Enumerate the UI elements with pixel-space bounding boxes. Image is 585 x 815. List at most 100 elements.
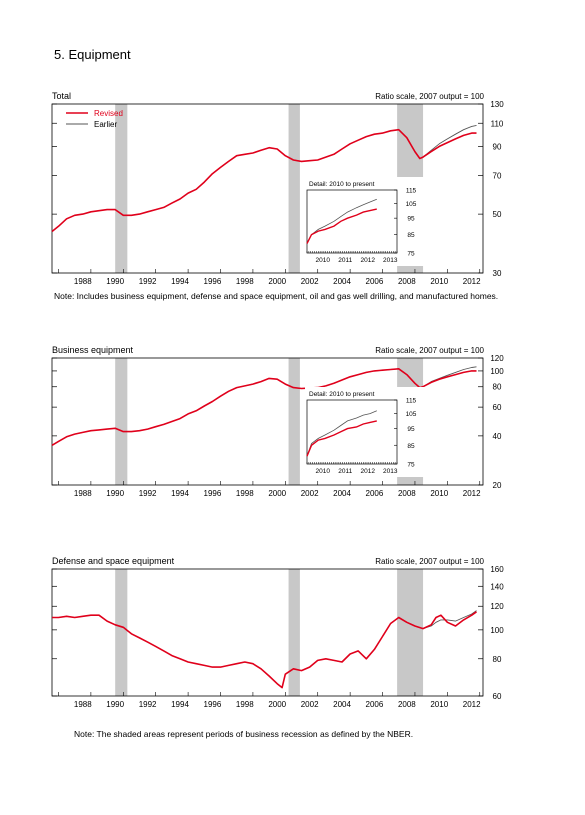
x-tick-label: 2004	[333, 277, 351, 286]
scale-label: Ratio scale, 2007 output = 100	[375, 557, 484, 566]
y-tick-label: 60	[493, 692, 502, 701]
y-tick-label: 70	[493, 171, 502, 180]
recession-band	[288, 569, 300, 696]
y-tick-label: 80	[493, 655, 502, 664]
legend-label: Earlier	[94, 120, 117, 129]
inset-y-tick-label: 105	[406, 201, 417, 208]
y-tick-label: 80	[493, 383, 502, 392]
plot-frame	[51, 103, 484, 274]
inset-y-tick-label: 95	[407, 426, 415, 433]
y-tick-label: 50	[493, 210, 502, 219]
inset-series-line-earlier	[306, 410, 377, 457]
panel-title: Defense and space equipment	[52, 556, 175, 566]
x-tick-label: 1992	[139, 489, 157, 498]
x-tick-label: 2008	[398, 277, 416, 286]
inset-title: Detail: 2010 to present	[309, 391, 375, 398]
chart-panel-1: Business equipment Ratio scale, 2007 outp…	[51, 345, 504, 498]
x-tick-label: 1996	[204, 700, 222, 709]
x-tick-label: 2010	[430, 700, 448, 709]
x-tick-label: 1996	[204, 489, 222, 498]
x-tick-label: 2008	[398, 700, 416, 709]
x-tick-label: 2004	[333, 489, 351, 498]
inset-series-line-revised	[306, 208, 377, 244]
x-tick-label: 1988	[74, 489, 92, 498]
y-tick-label: 30	[493, 269, 502, 278]
x-tick-label: 2006	[366, 277, 384, 286]
x-tick-label: 1998	[236, 277, 254, 286]
plot-frame	[51, 357, 484, 486]
x-tick-label: 1992	[139, 700, 157, 709]
recession-band	[115, 569, 128, 696]
legend-label: Revised	[94, 109, 123, 118]
x-tick-label: 2000	[268, 277, 286, 286]
x-tick-label: 2000	[268, 489, 286, 498]
x-tick-label: 1988	[74, 277, 92, 286]
x-tick-label: 2000	[268, 700, 286, 709]
inset-chart: Detail: 2010 to present 75 85 95 105 115 2010 2…	[305, 177, 425, 266]
series-line-revised	[51, 128, 477, 233]
y-tick-label: 140	[490, 582, 504, 591]
inset-x-tick-label: 2013	[383, 257, 398, 264]
x-tick-label: 1994	[171, 489, 189, 498]
inset-chart: Detail: 2010 to present 75 85 95 105 115 2010 2…	[305, 387, 425, 477]
recession-band	[115, 104, 128, 273]
scale-label: Ratio scale, 2007 output = 100	[375, 92, 484, 101]
inset-y-tick-label: 75	[407, 462, 415, 469]
y-tick-label: 40	[493, 432, 502, 441]
x-tick-label: 2008	[398, 489, 416, 498]
y-tick-label: 100	[490, 367, 504, 376]
inset-x-tick-label: 2012	[361, 257, 376, 264]
inset-series-line-earlier	[306, 198, 377, 244]
y-tick-label: 20	[493, 481, 502, 490]
x-tick-label: 2004	[333, 700, 351, 709]
x-tick-label: 1990	[106, 489, 124, 498]
inset-series-line-revised	[306, 420, 377, 457]
inset-x-tick-label: 2010	[316, 468, 331, 475]
y-tick-label: 130	[490, 100, 504, 109]
x-tick-label: 1990	[106, 700, 124, 709]
x-tick-label: 2012	[463, 489, 481, 498]
x-tick-label: 2006	[366, 489, 384, 498]
inset-y-tick-label: 105	[406, 411, 417, 418]
x-tick-label: 2010	[430, 489, 448, 498]
inset-y-tick-label: 75	[407, 251, 415, 258]
scale-label: Ratio scale, 2007 output = 100	[375, 346, 484, 355]
y-tick-label: 160	[490, 565, 504, 574]
x-tick-label: 1992	[139, 277, 157, 286]
chart-panel-2: Defense and space equipment Ratio scale, …	[51, 556, 504, 709]
inset-x-tick-label: 2012	[361, 468, 376, 475]
x-tick-label: 2002	[301, 489, 319, 498]
x-tick-label: 1988	[74, 700, 92, 709]
x-tick-label: 2012	[463, 700, 481, 709]
page-title: 5. Equipment	[54, 47, 131, 62]
inset-x-tick-label: 2011	[338, 257, 352, 264]
recession-band	[397, 569, 424, 696]
y-tick-label: 100	[490, 626, 504, 635]
inset-x-tick-label: 2010	[316, 257, 331, 264]
series-line-revised	[51, 367, 477, 446]
note-recessions: Note: The shaded areas represent periods…	[74, 729, 414, 739]
recession-band	[288, 104, 300, 273]
panel-title: Business equipment	[52, 345, 134, 355]
inset-y-tick-label: 115	[406, 398, 417, 405]
y-tick-label: 120	[490, 354, 504, 363]
x-tick-label: 1996	[204, 277, 222, 286]
x-tick-label: 1994	[171, 700, 189, 709]
x-tick-label: 1990	[106, 277, 124, 286]
x-tick-label: 1994	[171, 277, 189, 286]
y-tick-label: 110	[491, 119, 504, 128]
plot-frame	[51, 568, 484, 697]
inset-y-tick-label: 85	[407, 443, 415, 450]
y-tick-label: 120	[490, 602, 504, 611]
chart-panel-0: Total Ratio scale, 2007 output = 100 30 50 7…	[51, 91, 504, 286]
note-total: Note: Includes business equipment, defen…	[54, 291, 499, 301]
inset-y-tick-label: 85	[407, 232, 415, 239]
inset-x-tick-label: 2011	[338, 468, 352, 475]
x-tick-label: 2006	[366, 700, 384, 709]
recession-band	[288, 358, 300, 485]
inset-title: Detail: 2010 to present	[309, 181, 375, 188]
x-tick-label: 2012	[463, 277, 481, 286]
x-tick-label: 2002	[301, 700, 319, 709]
recession-band	[115, 358, 128, 485]
